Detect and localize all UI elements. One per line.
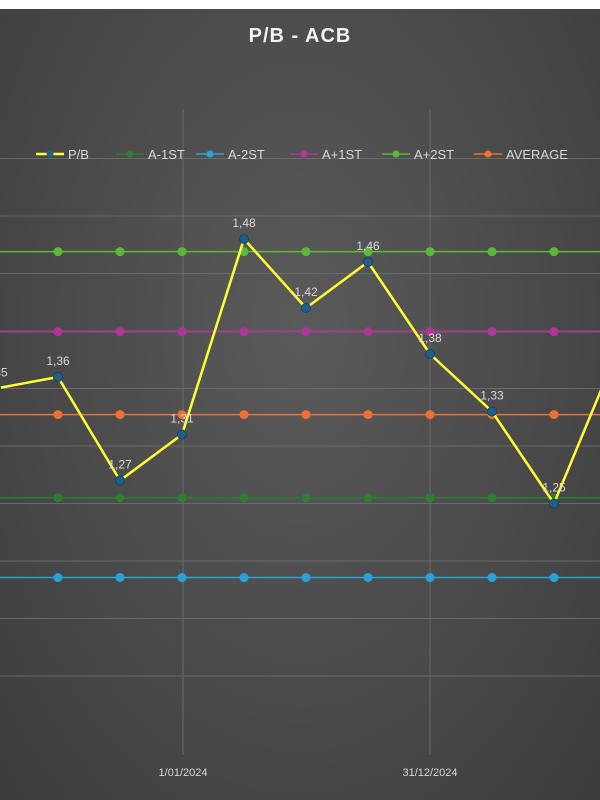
series-point [115, 573, 125, 583]
series-point [487, 573, 497, 583]
legend-swatch-marker [484, 150, 492, 158]
series-point [239, 573, 249, 583]
data-label: 1,35 [0, 366, 8, 380]
series-average [0, 410, 600, 420]
pb-point [0, 385, 1, 392]
series-point [239, 327, 249, 337]
series-point [177, 327, 187, 337]
series-point [425, 247, 435, 257]
series-point [425, 573, 435, 583]
series-a-2st [0, 573, 600, 583]
legend-item-average: AVERAGE [474, 147, 568, 162]
legend-label: A+2ST [414, 147, 454, 162]
series-a-1st [0, 327, 600, 337]
pb-point [115, 475, 125, 486]
data-label: 1,46 [356, 239, 380, 253]
series-point [487, 493, 497, 503]
series-layer [0, 234, 600, 583]
data-label: 1,48 [232, 216, 256, 230]
chart-area: P/B - ACB P/B A-1ST A-2ST A+1ST A+2ST AVERAGE… [0, 9, 600, 800]
series-point [177, 410, 187, 420]
data-labels: 1,35 1,36 1,27 1,31 1,48 1,42 1,46 1,38 1,33 1,25 [0, 216, 566, 495]
series-point [53, 493, 63, 503]
series-point [363, 493, 373, 503]
series-point [363, 247, 373, 257]
series-a-1st [0, 493, 600, 503]
series-point [487, 247, 497, 257]
series-point [115, 410, 125, 420]
series-point [487, 327, 497, 337]
pb-point [487, 406, 497, 417]
pb-point [53, 372, 63, 382]
series-point [301, 410, 311, 420]
series-point [239, 410, 249, 420]
series-point [115, 493, 125, 503]
series-point [239, 493, 249, 503]
series-point [363, 410, 373, 420]
legend-item-a-2st: A-2ST [196, 147, 265, 162]
legend-item-p-b: P/B [36, 147, 89, 162]
series-point [363, 573, 373, 583]
legend-swatch-marker [300, 150, 308, 158]
series-point [549, 327, 559, 337]
data-label: 1,25 [542, 481, 566, 495]
series-point [301, 493, 311, 503]
data-label: 1,42 [294, 285, 318, 299]
legend-item-a-2st: A+2ST [382, 147, 454, 162]
data-label: 1,33 [480, 389, 504, 403]
legend-label: A+1ST [322, 147, 362, 162]
x-tick-label: 1/01/2024 [159, 767, 208, 779]
data-label: 1,27 [108, 458, 132, 472]
series-point [177, 573, 187, 583]
series-point [301, 327, 311, 337]
series-point [177, 493, 187, 503]
series-point [549, 247, 559, 257]
series-point [301, 247, 311, 257]
series-point [549, 410, 559, 420]
legend-item-a-1st: A-1ST [116, 147, 185, 162]
series-point [425, 493, 435, 503]
legend-label: A-2ST [228, 147, 265, 162]
data-label: 1,38 [418, 331, 442, 345]
legend-swatch-marker [126, 150, 134, 158]
legend-swatch-marker [46, 150, 54, 158]
legend-item-a-1st: A+1ST [290, 147, 362, 162]
pb-point [363, 257, 373, 267]
data-label: 1,31 [170, 412, 194, 426]
legend-label: A-1ST [148, 147, 185, 162]
series-pb [0, 234, 600, 509]
pb-point [239, 234, 249, 244]
series-line [0, 237, 600, 505]
series-point [425, 327, 435, 337]
pb-point [301, 303, 311, 313]
x-tick-label: 31/12/2024 [402, 767, 457, 779]
series-point [177, 247, 187, 257]
legend-label: P/B [68, 147, 89, 162]
series-point [115, 327, 125, 337]
series-point [53, 247, 63, 257]
legend-swatch-marker [392, 150, 400, 158]
series-point [53, 573, 63, 583]
pb-point [177, 429, 187, 440]
series-point [53, 327, 63, 337]
series-point [53, 410, 63, 420]
series-point [425, 410, 435, 420]
x-axis-ticks: 1/01/2024 31/12/2024 [159, 767, 458, 779]
series-point [301, 573, 311, 583]
legend-swatch-marker [206, 150, 214, 158]
pb-point [425, 349, 435, 359]
chart-title: P/B - ACB [249, 25, 352, 47]
series-point [363, 327, 373, 337]
legend-label: AVERAGE [506, 147, 568, 162]
series-a-2st [0, 247, 600, 257]
legend: P/B A-1ST A-2ST A+1ST A+2ST AVERAGE [36, 147, 568, 162]
chart-svg: P/B - ACB P/B A-1ST A-2ST A+1ST A+2ST AVERAGE… [0, 25, 600, 779]
series-point [549, 573, 559, 583]
pb-point [549, 498, 559, 509]
data-label: 1,36 [46, 354, 70, 368]
series-point [115, 247, 125, 257]
